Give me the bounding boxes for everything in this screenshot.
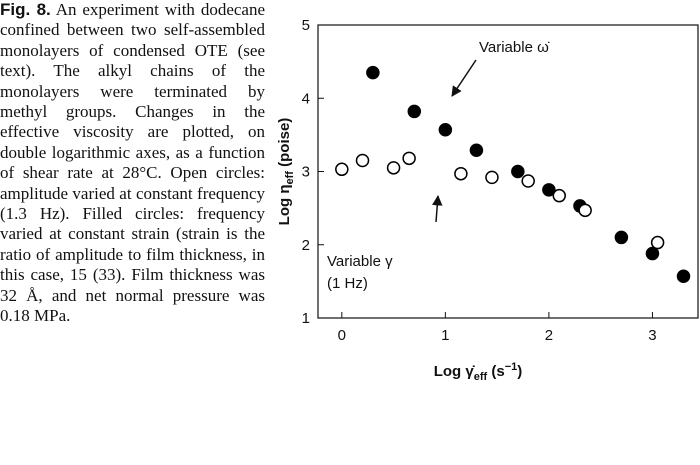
filled-point	[614, 230, 629, 245]
open-point	[355, 153, 370, 168]
open-point	[335, 162, 349, 177]
annotation: (1 Hz)	[327, 275, 368, 292]
y-tick-label: 1	[302, 310, 310, 327]
y-tick-label: 4	[302, 90, 310, 107]
chart: 1 2 3 4 5 0 1 2 3 Log γ̇eff​ (s−1​) Log ηeff​ (poi…	[276, 17, 699, 383]
annotation: Variable γ	[327, 253, 393, 270]
xlabel-label: Log γ̇eff​ (s−1​)	[434, 361, 523, 383]
open-point	[386, 161, 401, 175]
axis-label-part: Log γ̇	[434, 363, 476, 380]
filled-point	[511, 164, 525, 179]
x-tick-label: 2	[545, 327, 553, 344]
axis-label-part: Log η	[276, 184, 293, 225]
open-point	[485, 170, 499, 185]
open-point	[578, 203, 592, 218]
open-point	[402, 151, 416, 166]
filled-point	[438, 122, 453, 137]
x-tick-label: 1	[441, 327, 449, 344]
figure-label: Fig. 8.	[0, 0, 51, 19]
y-tick-label: 3	[302, 164, 310, 181]
filled-point	[407, 104, 422, 119]
filled-point	[366, 65, 380, 80]
x-tick-label: 3	[648, 327, 656, 344]
axis-label-part: (s	[487, 363, 505, 380]
filled-point	[676, 269, 691, 283]
caption-text: An experiment with dodecane confined bet…	[0, 0, 265, 326]
y-tick-label: 2	[302, 237, 310, 254]
x-tick-label: 0	[338, 327, 346, 344]
annotation-arrow	[451, 59, 477, 97]
open-point	[454, 166, 468, 181]
annotation-arrow	[432, 194, 443, 223]
y-tick-label: 5	[302, 17, 310, 34]
axis-label-part: −1	[505, 361, 518, 373]
axis-label-part: eff	[284, 171, 296, 185]
open-point	[521, 174, 535, 188]
axis-label-part: (poise)	[276, 118, 293, 171]
open-point	[650, 235, 665, 250]
filled-point	[542, 183, 556, 197]
filled-point	[645, 246, 660, 261]
ylabel-label: Log ηeff​ (poise)	[276, 118, 296, 226]
axis-label-part: )	[517, 363, 522, 380]
open-point	[552, 188, 567, 203]
axis-label-part: eff	[474, 371, 488, 383]
filled-point	[469, 143, 484, 158]
annotation: Variable ω̇	[479, 39, 550, 56]
